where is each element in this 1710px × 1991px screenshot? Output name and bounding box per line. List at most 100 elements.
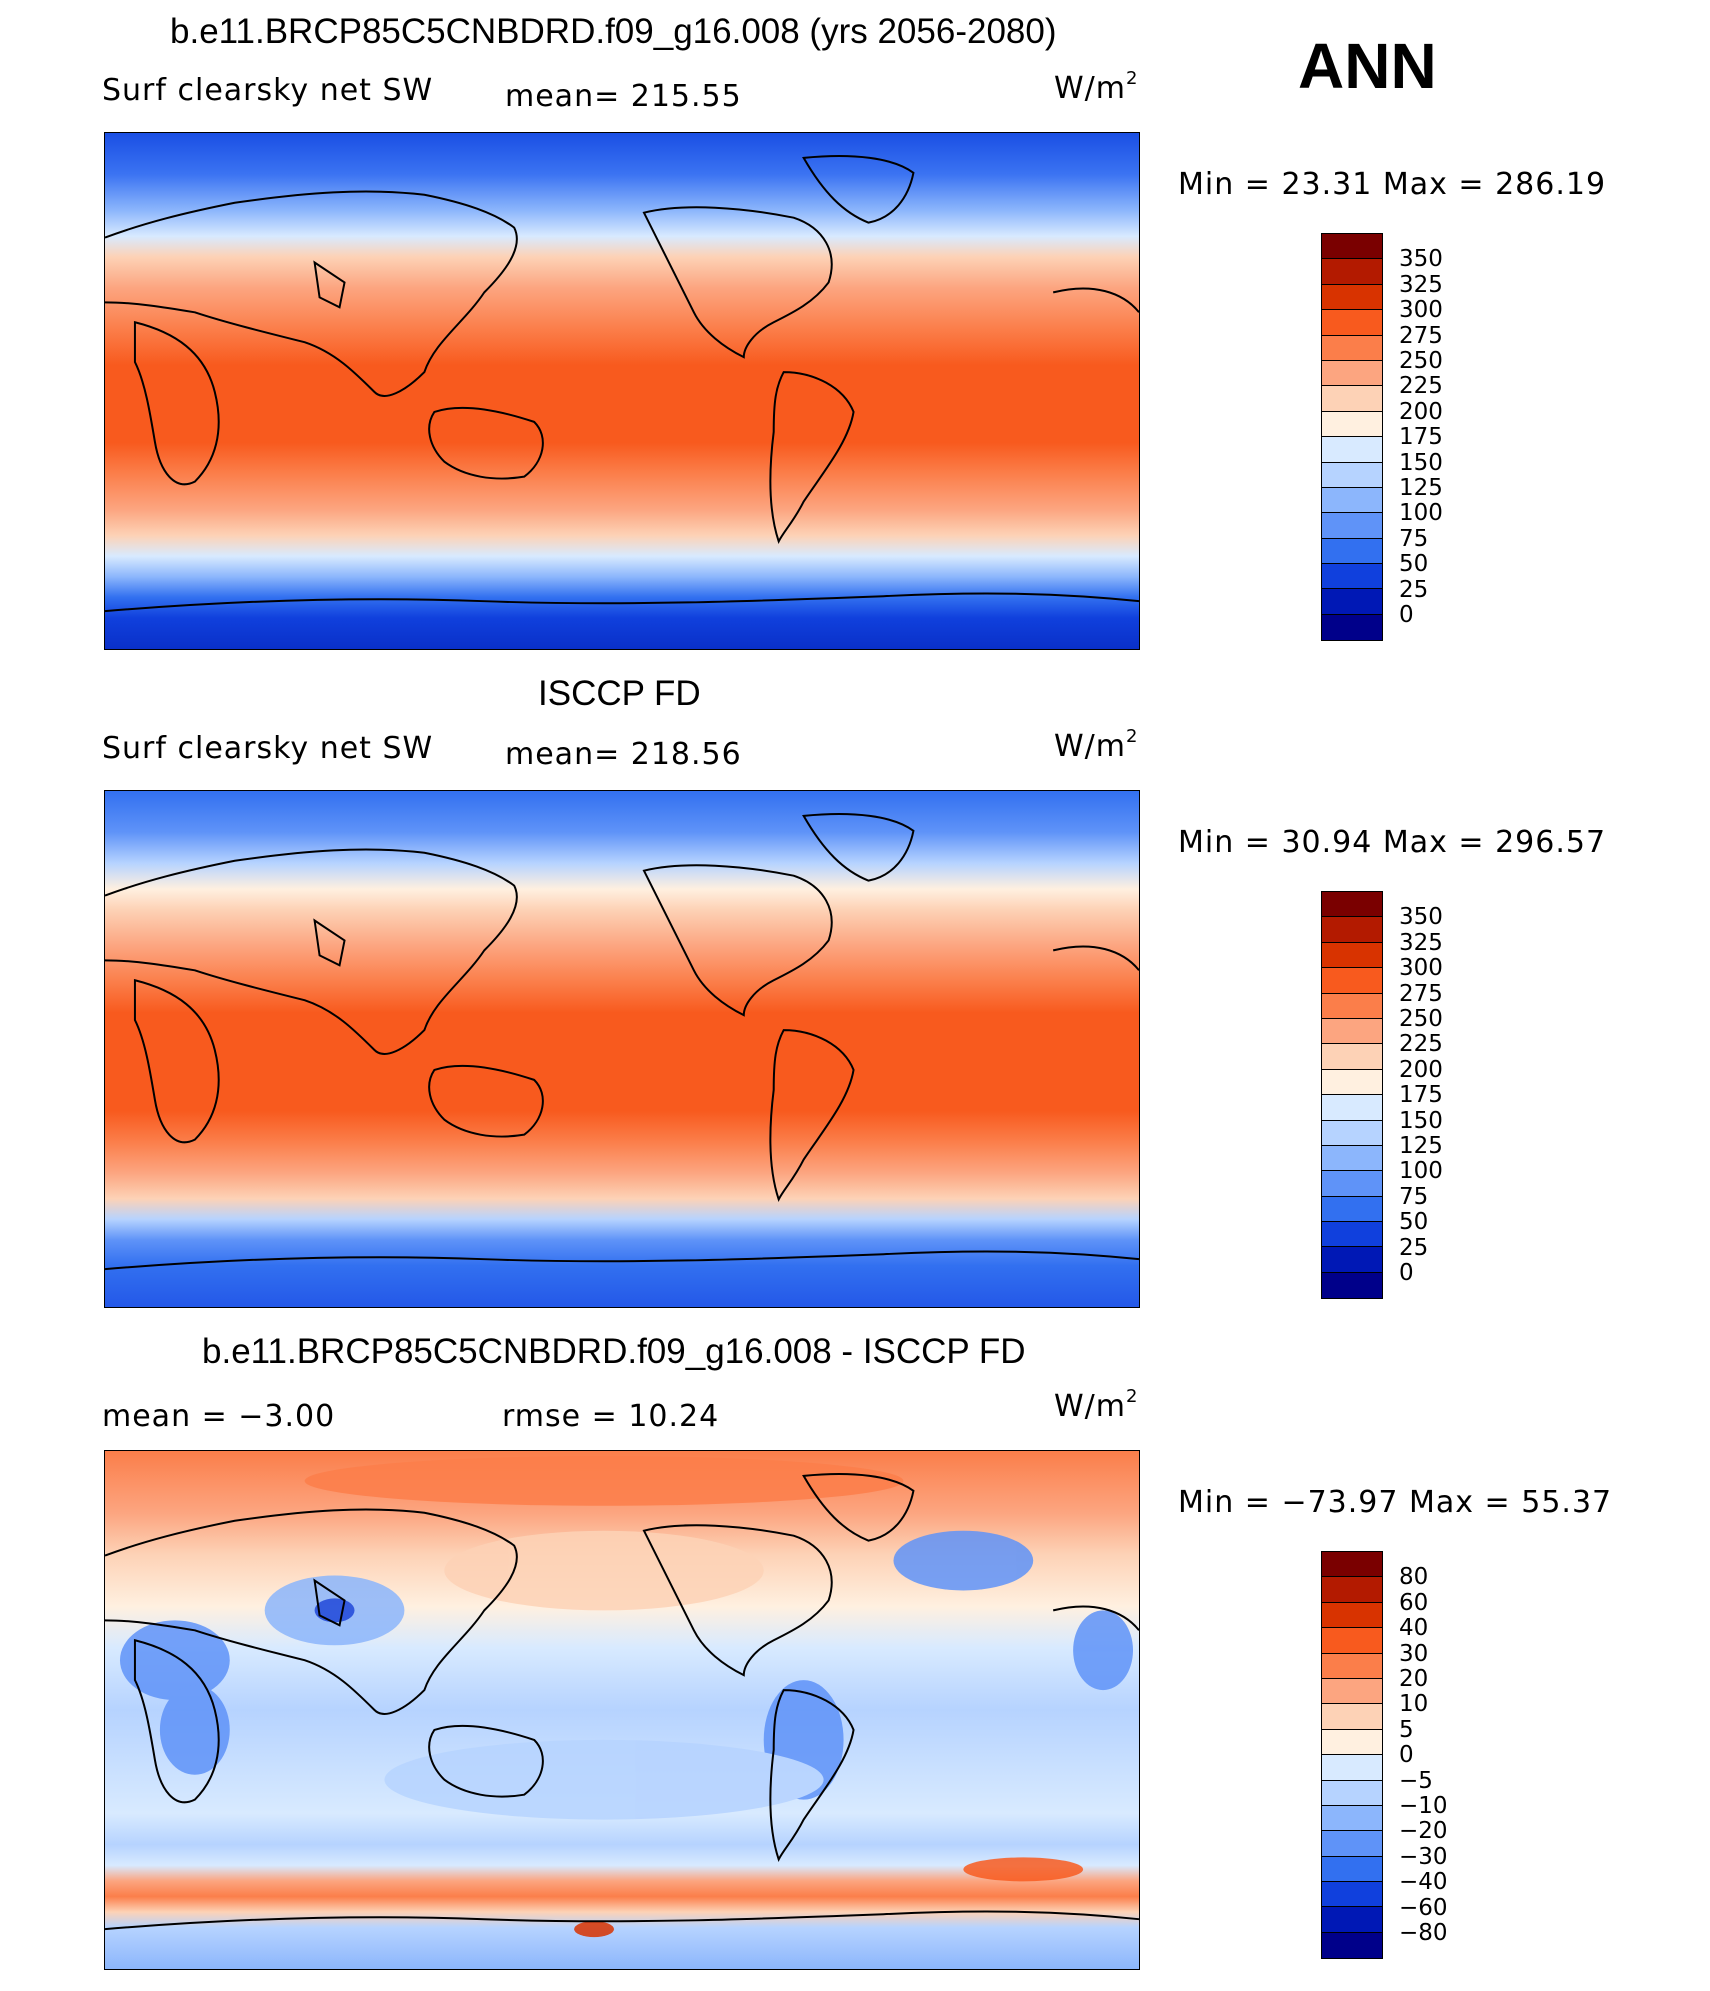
panel2-colorbar bbox=[1321, 891, 1383, 1300]
colorbar-swatch bbox=[1322, 1831, 1382, 1857]
colorbar-swatch bbox=[1322, 1932, 1382, 1959]
colorbar-swatch bbox=[1322, 1171, 1382, 1197]
colorbar-tick-label: −30 bbox=[1399, 1843, 1448, 1870]
colorbar-swatch bbox=[1322, 1653, 1382, 1679]
panel3-map bbox=[104, 1450, 1140, 1970]
colorbar-swatch bbox=[1322, 1120, 1382, 1146]
colorbar-tick-label: 350 bbox=[1399, 246, 1443, 273]
panel1-map bbox=[104, 132, 1140, 650]
panel3-coastlines bbox=[105, 1473, 1139, 1931]
colorbar-tick-label: 275 bbox=[1399, 980, 1443, 1007]
colorbar-swatch bbox=[1322, 259, 1382, 285]
colorbar-tick-label: 60 bbox=[1399, 1589, 1429, 1616]
colorbar-tick-label: 250 bbox=[1399, 1006, 1443, 1032]
colorbar-swatch bbox=[1322, 437, 1382, 463]
colorbar-tick-label: 75 bbox=[1399, 1183, 1429, 1210]
colorbar-swatch bbox=[1322, 1907, 1382, 1933]
colorbar-swatch bbox=[1322, 1272, 1382, 1299]
colorbar-swatch bbox=[1322, 1780, 1382, 1806]
panel2-units: W/m2 bbox=[1054, 726, 1139, 764]
colorbar-tick-label: 0 bbox=[1399, 1260, 1414, 1286]
colorbar-swatch bbox=[1322, 1755, 1382, 1781]
colorbar-tick-label: 30 bbox=[1399, 1640, 1429, 1667]
colorbar-tick-label: 125 bbox=[1399, 1133, 1443, 1159]
panel1-map-svg bbox=[105, 133, 1139, 649]
colorbar-tick-label: −5 bbox=[1399, 1767, 1433, 1794]
colorbar-tick-label: −10 bbox=[1399, 1793, 1448, 1819]
colorbar-tick-label: 150 bbox=[1399, 1107, 1443, 1134]
panel2-map bbox=[104, 790, 1140, 1308]
colorbar-swatch bbox=[1322, 1069, 1382, 1096]
colorbar-tick-label: 350 bbox=[1399, 904, 1443, 931]
colorbar-swatch bbox=[1322, 993, 1382, 1019]
colorbar-swatch bbox=[1322, 462, 1382, 488]
colorbar-tick-label: 100 bbox=[1399, 1158, 1443, 1185]
colorbar-swatch bbox=[1322, 310, 1382, 336]
colorbar-swatch bbox=[1322, 892, 1382, 918]
colorbar-tick-label: 5 bbox=[1399, 1716, 1414, 1743]
colorbar-swatch bbox=[1322, 1196, 1382, 1223]
colorbar-swatch bbox=[1322, 1095, 1382, 1121]
panel1-mean: mean= 215.55 bbox=[505, 79, 742, 114]
panel3-units: W/m2 bbox=[1054, 1386, 1139, 1424]
colorbar-tick-label: 275 bbox=[1399, 322, 1443, 349]
colorbar-swatch bbox=[1322, 942, 1382, 969]
panel2-variable: Surf clearsky net SW bbox=[102, 731, 434, 766]
colorbar-swatch bbox=[1322, 614, 1382, 641]
colorbar-tick-label: 175 bbox=[1399, 424, 1443, 451]
panel1-colorbar bbox=[1321, 233, 1383, 642]
colorbar-tick-label: 0 bbox=[1399, 602, 1414, 628]
colorbar-swatch bbox=[1322, 1018, 1382, 1045]
season-label: ANN bbox=[1298, 30, 1437, 102]
panel2-map-svg bbox=[105, 791, 1139, 1307]
panel3-map-svg bbox=[105, 1451, 1139, 1969]
colorbar-tick-label: 100 bbox=[1399, 500, 1443, 527]
colorbar-tick-label: 0 bbox=[1399, 1742, 1414, 1769]
colorbar-tick-label: 25 bbox=[1399, 576, 1429, 603]
colorbar-tick-label: 75 bbox=[1399, 525, 1429, 552]
colorbar-tick-label: 150 bbox=[1399, 449, 1443, 476]
panel3-mean: mean = −3.00 bbox=[102, 1399, 336, 1434]
panel3-rmse: rmse = 10.24 bbox=[502, 1399, 720, 1434]
colorbar-swatch bbox=[1322, 1805, 1382, 1832]
colorbar-tick-label: −80 bbox=[1399, 1920, 1448, 1946]
colorbar-swatch bbox=[1322, 335, 1382, 361]
colorbar-swatch bbox=[1322, 1628, 1382, 1654]
panel2-minmax: Min = 30.94 Max = 296.57 bbox=[1178, 825, 1607, 860]
colorbar-tick-label: 300 bbox=[1399, 297, 1443, 324]
colorbar-swatch bbox=[1322, 513, 1382, 539]
colorbar-tick-label: 200 bbox=[1399, 398, 1443, 425]
colorbar-swatch bbox=[1322, 284, 1382, 311]
panel2-coastlines bbox=[105, 813, 1139, 1271]
panel1-title: b.e11.BRCP85C5CNBDRD.f09_g16.008 (yrs 20… bbox=[170, 12, 1057, 51]
colorbar-swatch bbox=[1322, 360, 1382, 387]
colorbar-tick-label: 20 bbox=[1399, 1666, 1429, 1692]
colorbar-swatch bbox=[1322, 1552, 1382, 1578]
colorbar-swatch bbox=[1322, 538, 1382, 565]
colorbar-tick-label: −40 bbox=[1399, 1869, 1448, 1896]
colorbar-swatch bbox=[1322, 487, 1382, 514]
colorbar-swatch bbox=[1322, 1678, 1382, 1705]
colorbar-swatch bbox=[1322, 1882, 1382, 1908]
colorbar-swatch bbox=[1322, 1856, 1382, 1883]
panel1-variable: Surf clearsky net SW bbox=[102, 73, 434, 108]
colorbar-tick-label: 50 bbox=[1399, 1209, 1429, 1236]
colorbar-swatch bbox=[1322, 589, 1382, 615]
colorbar-tick-label: 325 bbox=[1399, 271, 1443, 298]
colorbar-tick-label: 175 bbox=[1399, 1082, 1443, 1109]
colorbar-swatch bbox=[1322, 1577, 1382, 1603]
panel2-title: ISCCP FD bbox=[538, 674, 701, 713]
colorbar-tick-label: 250 bbox=[1399, 348, 1443, 374]
colorbar-tick-label: 25 bbox=[1399, 1234, 1429, 1261]
colorbar-swatch bbox=[1322, 411, 1382, 438]
colorbar-tick-label: 125 bbox=[1399, 475, 1443, 501]
colorbar-swatch bbox=[1322, 234, 1382, 260]
colorbar-tick-label: 225 bbox=[1399, 373, 1443, 400]
panel1-minmax: Min = 23.31 Max = 286.19 bbox=[1178, 167, 1607, 202]
colorbar-swatch bbox=[1322, 968, 1382, 994]
colorbar-tick-label: 50 bbox=[1399, 551, 1429, 578]
colorbar-tick-label: 200 bbox=[1399, 1056, 1443, 1083]
colorbar-tick-label: 80 bbox=[1399, 1564, 1429, 1591]
colorbar-tick-label: 40 bbox=[1399, 1615, 1429, 1642]
colorbar-swatch bbox=[1322, 1704, 1382, 1730]
